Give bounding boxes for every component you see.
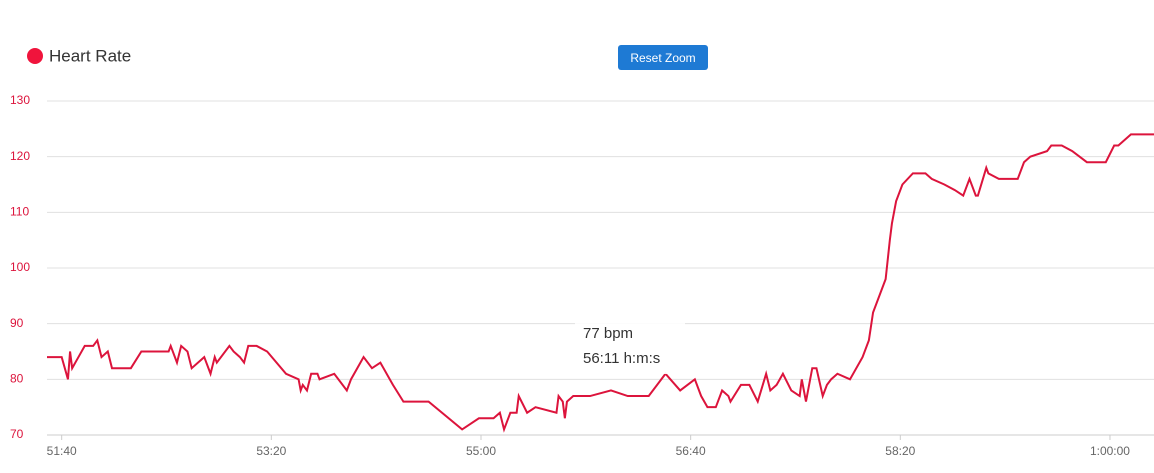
y-tick-label: 90: [10, 316, 24, 330]
x-tick-label: 53:20: [256, 444, 286, 458]
y-tick-label: 70: [10, 427, 24, 441]
y-tick-label: 130: [10, 93, 30, 107]
tooltip-box: [575, 322, 685, 374]
y-tick-label: 100: [10, 260, 30, 274]
x-tick-label: 55:00: [466, 444, 496, 458]
y-tick-label: 110: [10, 205, 29, 219]
y-tick-label: 120: [10, 149, 30, 163]
x-tick-label: 1:00:00: [1090, 444, 1130, 458]
legend-label: Heart Rate: [49, 46, 131, 65]
x-tick-label: 51:40: [47, 444, 77, 458]
tooltip-time: 56:11 h:m:s: [583, 350, 660, 367]
reset-zoom-button[interactable]: Reset Zoom: [618, 45, 708, 70]
legend-marker: [27, 48, 43, 64]
series-line: [47, 133, 1154, 433]
y-tick-label: 80: [10, 372, 24, 386]
x-tick-label: 56:40: [676, 444, 706, 458]
tooltip-value: 77 bpm: [583, 325, 633, 342]
x-tick-label: 58:20: [885, 444, 915, 458]
